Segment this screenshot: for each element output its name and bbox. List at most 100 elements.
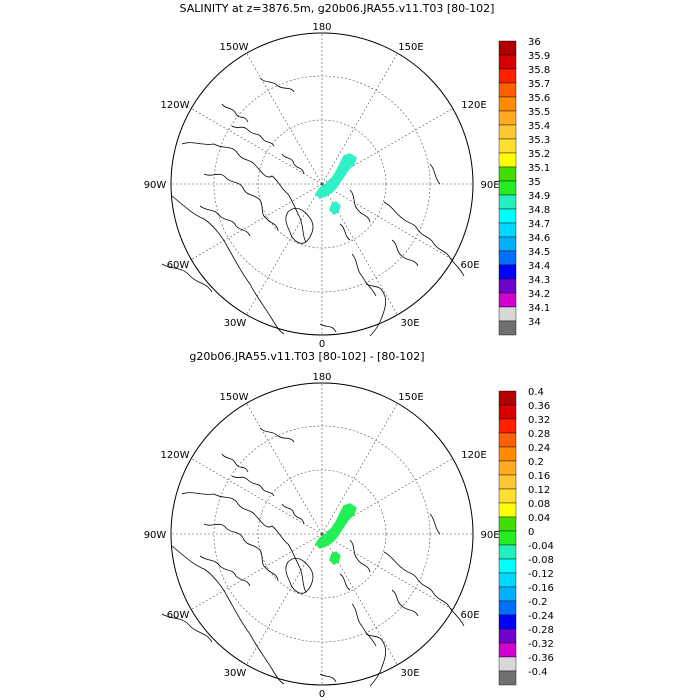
coastline <box>365 633 387 687</box>
colorbar-swatch <box>498 180 517 196</box>
coastline <box>319 323 337 333</box>
meridian-line <box>191 183 323 260</box>
meridian-line <box>321 183 453 260</box>
lon-label-60e: 60E <box>460 610 479 621</box>
coastline <box>231 475 275 497</box>
meridian-line <box>191 108 323 185</box>
latitude-circle <box>257 119 387 249</box>
lon-label-90w: 90W <box>144 530 167 541</box>
coastline <box>221 103 249 123</box>
colorbar-swatch <box>498 54 517 70</box>
colorbar-swatch <box>498 110 517 126</box>
colorbar-tick-label: 34.8 <box>528 205 550 216</box>
colorbar-swatch <box>498 600 517 616</box>
colorbar-swatch <box>498 292 517 308</box>
colorbar-tick-label: 0.16 <box>528 471 550 482</box>
coastlines <box>161 427 465 687</box>
colorbar-tick-label: -0.28 <box>528 625 554 636</box>
lon-label-60e: 60E <box>460 260 479 271</box>
colorbar-tick-label: 34.7 <box>528 219 550 230</box>
lon-label-60w: 60W <box>167 610 190 621</box>
colorbar-swatch <box>498 152 517 168</box>
lon-label-150e: 150E <box>398 42 423 53</box>
colorbar-swatch <box>498 264 517 280</box>
colorbar-tick-label: 34.9 <box>528 191 550 202</box>
colorbar-swatch <box>498 138 517 154</box>
lon-label-30e: 30E <box>400 668 419 679</box>
colorbar-tick-label: 0.28 <box>528 429 550 440</box>
meridian-line <box>321 403 398 535</box>
colorbar-tick-label: -0.4 <box>528 667 548 678</box>
lon-label-120w: 120W <box>161 450 190 461</box>
lon-label-90e: 90E <box>480 180 499 191</box>
colorbar-swatch <box>498 390 517 406</box>
coastline <box>203 523 279 581</box>
coastline <box>231 125 275 147</box>
coastline <box>351 603 377 647</box>
colorbar-tick-label: 35.5 <box>528 107 550 118</box>
colorbar-swatch <box>498 306 517 322</box>
coastline <box>161 613 213 643</box>
colorbar-tick-label: 34 <box>528 317 541 328</box>
colorbar-tick-label: 0.08 <box>528 499 550 510</box>
lon-label-0: 0 <box>319 689 325 700</box>
lon-label-150w: 150W <box>220 392 249 403</box>
coastline <box>171 545 285 685</box>
coastline <box>383 551 465 627</box>
colorbar-tick-label: 35.4 <box>528 121 550 132</box>
meridian-line <box>246 53 323 185</box>
colorbar-swatch <box>498 530 517 546</box>
colorbar-tick-label: 0.36 <box>528 401 550 412</box>
lon-label-180: 180 <box>312 372 331 383</box>
lon-label-30w: 30W <box>224 668 247 679</box>
colorbar-swatch <box>498 208 517 224</box>
colorbar-swatch <box>498 40 517 56</box>
coastline <box>281 503 305 525</box>
field-cell-region <box>329 201 341 215</box>
meridian-line <box>191 533 323 610</box>
colorbar-swatch <box>498 446 517 462</box>
coastline <box>349 539 371 573</box>
coastline <box>351 253 377 297</box>
colorbar-tick-label: -0.2 <box>528 597 548 608</box>
colorbar-swatch <box>498 628 517 644</box>
coastline <box>161 263 213 293</box>
latitude-circle <box>213 425 431 643</box>
colorbar-swatch <box>498 670 517 686</box>
panel-title: g20b06.JRA55.v11.T03 [80-102] - [80-102] <box>189 350 424 363</box>
coastline <box>339 573 351 591</box>
colorbar-swatch <box>498 194 517 210</box>
coastline <box>171 195 285 335</box>
panel-top: SALINITY at z=3876.5m, g20b06.JRA55.v11.… <box>144 2 551 350</box>
colorbar-tick-label: 34.5 <box>528 247 550 258</box>
colorbar-swatch <box>498 432 517 448</box>
field-cell-region <box>315 503 357 549</box>
colorbar-swatch <box>498 558 517 574</box>
colorbar-swatch <box>498 68 517 84</box>
meridian-line <box>191 458 323 535</box>
colorbar-tick-label: 35.7 <box>528 79 550 90</box>
lon-label-0: 0 <box>319 339 325 350</box>
coastline <box>259 427 295 443</box>
colorbar-swatch <box>498 516 517 532</box>
lon-label-150e: 150E <box>398 392 423 403</box>
field-cell-region <box>315 153 357 199</box>
coastline <box>285 557 314 594</box>
coastlines <box>161 77 465 337</box>
colorbar-tick-label: 34.4 <box>528 261 550 272</box>
colorbar-tick-label: -0.04 <box>528 541 554 552</box>
coastline <box>391 239 419 267</box>
colorbar-swatch <box>498 572 517 588</box>
colorbar-swatch <box>498 124 517 140</box>
coastline <box>181 492 307 593</box>
lon-label-180: 180 <box>312 22 331 33</box>
meridian-line <box>321 533 453 610</box>
colorbar-tick-label: 35.9 <box>528 51 550 62</box>
colorbar-tick-label: 0.2 <box>528 457 544 468</box>
coastline <box>319 673 337 683</box>
colorbar-swatch <box>498 96 517 112</box>
colorbar-swatch <box>498 488 517 504</box>
colorbar-tick-label: 0.32 <box>528 415 550 426</box>
polar-map <box>161 32 474 337</box>
coastline <box>199 555 251 587</box>
